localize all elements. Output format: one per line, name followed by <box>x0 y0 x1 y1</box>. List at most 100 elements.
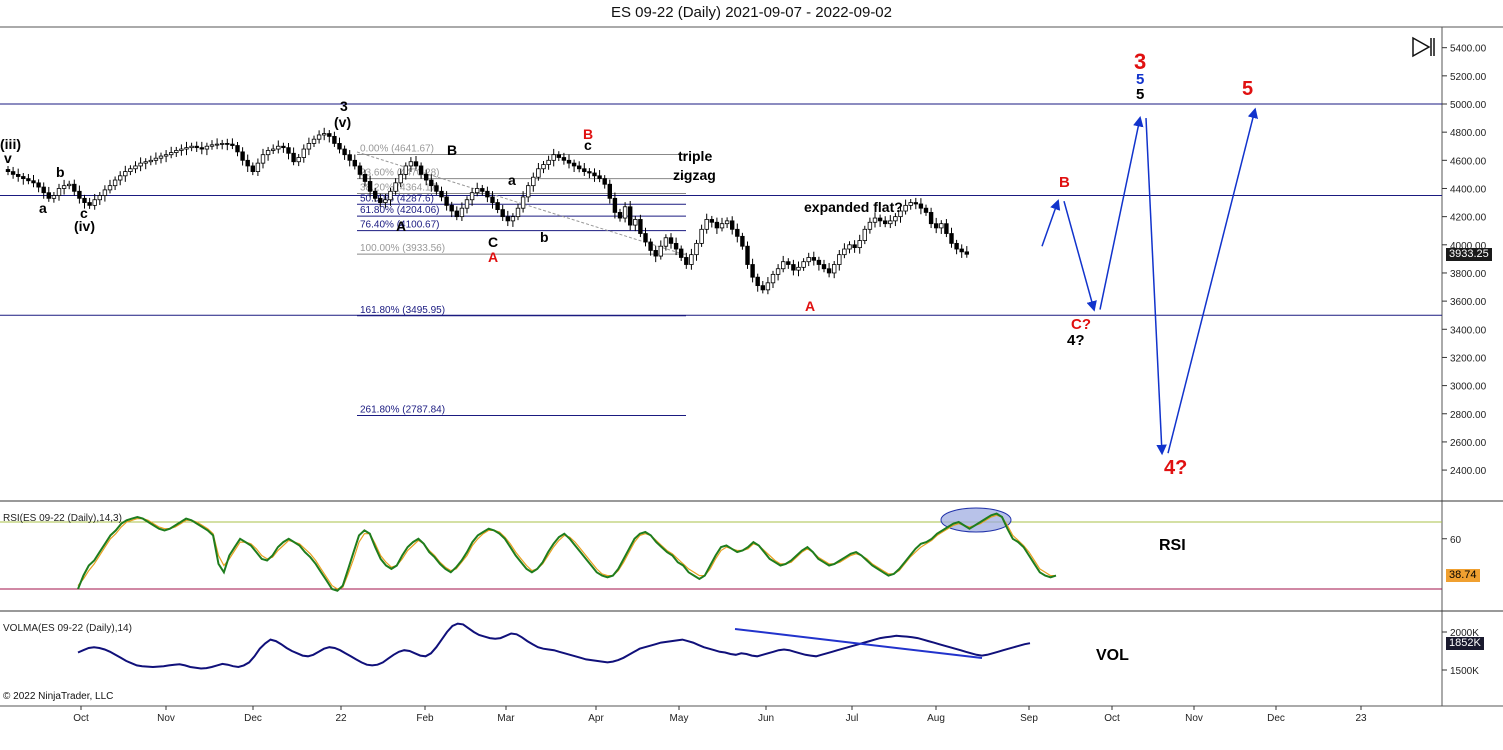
candle-body <box>699 228 704 244</box>
play-pause-icon[interactable] <box>1411 36 1435 58</box>
price-tick-label: 4400.00 <box>1450 184 1487 195</box>
candle-body <box>82 197 87 203</box>
wave-label: (iv) <box>74 218 95 234</box>
candle-body <box>862 228 867 241</box>
candle-body <box>449 204 454 212</box>
wave-label: (iii) <box>0 136 21 152</box>
candle-body <box>663 237 669 247</box>
chart-title: ES 09-22 (Daily) 2021-09-07 - 2022-09-02 <box>611 4 892 21</box>
candle-body <box>383 199 388 203</box>
candle-body <box>816 259 822 265</box>
candle-body <box>408 161 414 167</box>
candle-body <box>658 245 663 257</box>
candle-body <box>750 264 755 278</box>
x-tick-label: Jul <box>846 713 859 724</box>
candle-body <box>235 145 240 153</box>
price-tick-label: 5400.00 <box>1450 44 1487 55</box>
candle-body <box>362 173 368 182</box>
candle-body <box>765 282 771 291</box>
fib-label: 50.00% (4287.6) <box>360 193 434 204</box>
candle-body <box>168 152 174 156</box>
candle-body <box>214 143 220 146</box>
candle-body <box>755 276 760 287</box>
candle-body <box>837 254 842 265</box>
candle-body <box>286 147 291 154</box>
candle-body <box>118 175 123 181</box>
candle-body <box>638 219 643 234</box>
candle-body <box>296 157 301 163</box>
candle-body <box>928 212 934 225</box>
candle-body <box>821 264 827 270</box>
candle-body <box>643 233 648 243</box>
candle-body <box>163 154 169 157</box>
wave-label: 5 <box>1136 71 1144 88</box>
volume-panel-label: VOLMA(ES 09-22 (Daily),14) <box>3 623 132 634</box>
projection-segment <box>1063 200 1097 312</box>
price-tick-label: 2400.00 <box>1450 466 1487 477</box>
projection-segment <box>1099 116 1144 310</box>
copyright: © 2022 NinjaTrader, LLC <box>3 691 114 702</box>
wave-label: c <box>80 205 88 221</box>
candle-body <box>852 244 857 249</box>
rsi-value-tag: 38.74 <box>1446 569 1480 582</box>
candle-body <box>561 157 567 161</box>
candle-body <box>148 159 153 163</box>
candle-body <box>709 219 714 223</box>
candle-body <box>61 185 67 189</box>
x-tick-label: Nov <box>1185 713 1203 724</box>
wave-label: 5 <box>1242 78 1253 100</box>
candle-body <box>469 192 475 201</box>
wave-label: A <box>396 218 406 234</box>
candle-body <box>867 221 873 230</box>
candle-body <box>872 217 878 223</box>
fib-label: 0.00% (4641.67) <box>360 143 434 154</box>
candle-body <box>255 162 261 172</box>
volume-axis: 2000K 1500K <box>1442 628 1479 677</box>
candle-body <box>459 207 465 218</box>
wave-label: B <box>583 126 593 142</box>
candle-body <box>439 190 444 198</box>
candle-body <box>653 250 658 257</box>
price-tick-label: 5000.00 <box>1450 100 1487 111</box>
candle-body <box>495 202 500 210</box>
price-tick-label: 2600.00 <box>1450 438 1487 449</box>
candle-body <box>265 150 271 156</box>
candle-body <box>15 173 21 177</box>
candle-body <box>77 190 82 199</box>
candle-body <box>474 188 480 194</box>
candle-body <box>500 209 505 218</box>
candle-body <box>5 169 11 172</box>
candle-body <box>143 161 148 164</box>
candle-body <box>592 172 597 177</box>
candle-body <box>107 185 113 191</box>
x-tick-label: Dec <box>244 713 262 724</box>
candle-body <box>883 220 888 225</box>
wave-label: (v) <box>334 114 351 130</box>
candle-body <box>515 207 521 218</box>
candle-body <box>806 257 811 263</box>
candle-body <box>735 228 740 237</box>
candle-body <box>133 165 138 170</box>
candle-body <box>714 221 720 229</box>
candle-body <box>219 143 225 145</box>
candle-body <box>811 257 816 261</box>
price-tag: 3933.25 <box>1446 248 1492 261</box>
candle-body <box>847 244 852 250</box>
candle-body <box>67 183 72 187</box>
candle-body <box>56 188 62 196</box>
candle-body <box>934 223 939 229</box>
wave-label: expanded flat? <box>804 199 903 215</box>
candle-body <box>204 145 210 150</box>
wave-label: C <box>488 234 498 250</box>
wave-label: VOL <box>1096 647 1129 664</box>
candle-body <box>582 168 587 172</box>
candle-body <box>826 268 832 274</box>
fib-label: 161.80% (3495.95) <box>360 305 445 316</box>
candle-body <box>857 240 862 249</box>
candle-body <box>633 219 638 226</box>
candlesticks <box>5 127 969 295</box>
candle-body <box>179 148 184 151</box>
wave-label: 5 <box>1136 86 1144 103</box>
candle-body <box>153 157 159 161</box>
